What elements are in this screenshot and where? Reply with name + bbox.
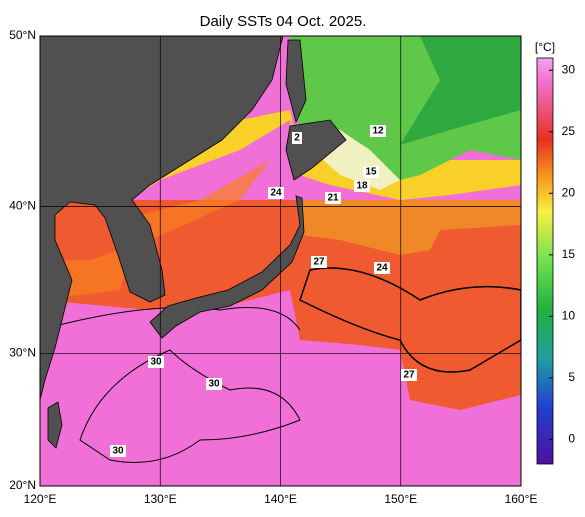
colorbar-tick-label: 30 [562,62,576,76]
contour-label-box [292,132,302,144]
contour-label: 27 [313,257,325,268]
colorbar-tick-label: 5 [568,370,575,384]
contour-label: 21 [327,193,339,204]
contour-label: 30 [112,446,124,457]
contour-label: 12 [372,126,384,137]
contour-label-box [374,262,390,274]
contour-label: 30 [150,357,162,368]
x-tick-label: 140°E [264,492,297,506]
map-title: Daily SSTs 04 Oct. 2025. [200,13,367,30]
x-tick-label: 150°E [384,492,417,506]
contour-label-box [206,378,222,390]
y-tick-label: 30°N [9,345,36,359]
x-tick-label: 130°E [144,492,177,506]
y-tick-label: 50°N [9,28,36,42]
contour-label-box [148,356,164,368]
contour-label-box [354,180,370,192]
colorbar [536,57,554,465]
contour-label: 30 [208,379,220,390]
colorbar-tick-label: 10 [562,309,576,323]
colorbar-unit: [°C] [535,40,555,54]
map-frame [39,35,522,487]
colorbar-tick-label: 15 [562,247,576,261]
x-tick-label: 120°E [24,492,57,506]
contour-label-box [363,166,379,178]
contour-label: 2 [294,133,300,144]
colorbar-tick-label: 25 [562,124,576,138]
colorbar-tick-label: 0 [568,432,575,446]
contour-label-box [311,256,327,268]
contour-label-box [268,187,284,199]
contour-label-box [401,369,417,381]
contour-label: 24 [270,188,282,199]
y-tick-label: 40°N [9,199,36,213]
contour-label-box [325,192,341,204]
contour-label-box [110,445,126,457]
x-tick-label: 160°E [505,492,538,506]
y-tick-label: 20°N [9,478,36,492]
contour-label-box [370,125,386,137]
colorbar-tick-label: 20 [562,186,576,200]
contour-label: 15 [365,167,377,178]
contour-label: 18 [356,181,368,192]
contour-label: 27 [403,370,415,381]
contour-label: 24 [376,263,388,274]
